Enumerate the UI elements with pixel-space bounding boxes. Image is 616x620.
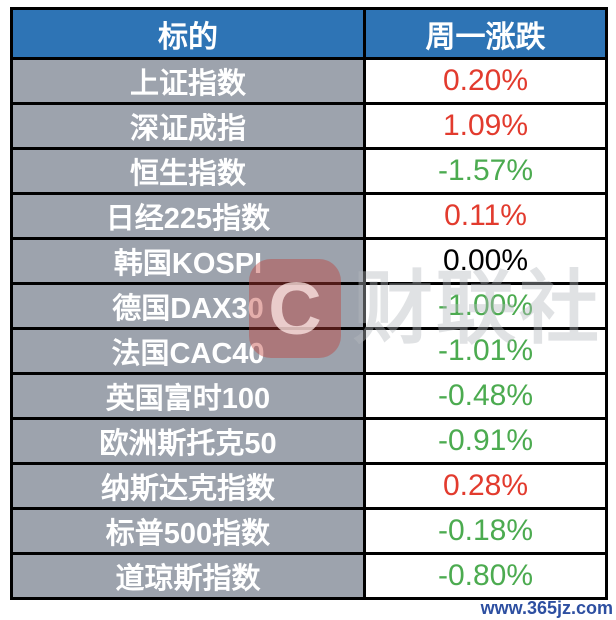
change-value-cell: -0.91% [363, 417, 608, 465]
table-row: 德国DAX30 -1.00% [10, 282, 608, 330]
table-header: 标的 周一涨跌 [10, 7, 608, 60]
index-name-cell: 欧洲斯托克50 [10, 417, 366, 465]
table-row: 标普500指数 -0.18% [10, 507, 608, 555]
table-row: 欧洲斯托克50 -0.91% [10, 417, 608, 465]
change-value-cell: 0.11% [363, 192, 608, 240]
market-change-table: 标的 周一涨跌 上证指数 0.20% 深证成指 1.09% 恒生指数 -1.57% 日经22… [10, 7, 608, 600]
change-value-cell: -0.48% [363, 372, 608, 420]
column-header-monday-change: 周一涨跌 [363, 7, 608, 60]
index-name-cell: 日经225指数 [10, 192, 366, 240]
index-name-cell: 韩国KOSPI [10, 237, 366, 285]
table-row: 上证指数 0.20% [10, 57, 608, 105]
change-value-cell: 0.20% [363, 57, 608, 105]
table-row: 韩国KOSPI 0.00% [10, 237, 608, 285]
index-name-cell: 道琼斯指数 [10, 552, 366, 600]
index-name-cell: 上证指数 [10, 57, 366, 105]
table-row: 英国富时100 -0.48% [10, 372, 608, 420]
change-value-cell: 0.00% [363, 237, 608, 285]
index-name-cell: 深证成指 [10, 102, 366, 150]
index-name-cell: 标普500指数 [10, 507, 366, 555]
change-value-cell: 1.09% [363, 102, 608, 150]
column-header-target: 标的 [10, 7, 366, 60]
table-row: 纳斯达克指数 0.28% [10, 462, 608, 510]
table-body: 上证指数 0.20% 深证成指 1.09% 恒生指数 -1.57% 日经225指数 0.11%… [10, 57, 608, 600]
table-row: 深证成指 1.09% [10, 102, 608, 150]
index-name-cell: 德国DAX30 [10, 282, 366, 330]
table-row: 道琼斯指数 -0.80% [10, 552, 608, 600]
change-value-cell: -0.80% [363, 552, 608, 600]
change-value-cell: -0.18% [363, 507, 608, 555]
index-name-cell: 纳斯达克指数 [10, 462, 366, 510]
table-row: 恒生指数 -1.57% [10, 147, 608, 195]
header-row: 标的 周一涨跌 [10, 7, 608, 60]
index-name-cell: 法国CAC40 [10, 327, 366, 375]
index-name-cell: 恒生指数 [10, 147, 366, 195]
index-name-cell: 英国富时100 [10, 372, 366, 420]
change-value-cell: -1.00% [363, 282, 608, 330]
site-link[interactable]: www.365jz.com [480, 598, 613, 618]
table-row: 法国CAC40 -1.01% [10, 327, 608, 375]
change-value-cell: -1.57% [363, 147, 608, 195]
change-value-cell: 0.28% [363, 462, 608, 510]
change-value-cell: -1.01% [363, 327, 608, 375]
table-row: 日经225指数 0.11% [10, 192, 608, 240]
